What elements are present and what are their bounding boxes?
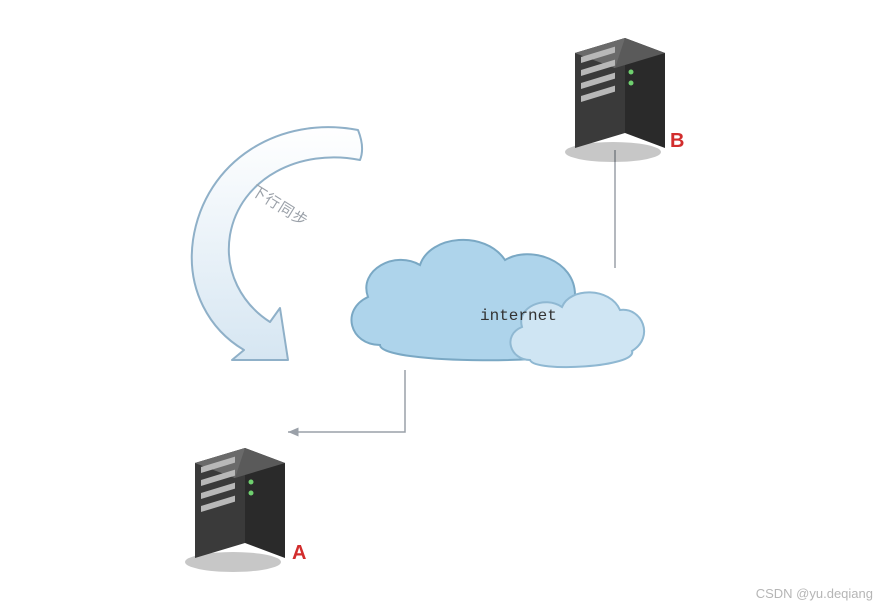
server-a-icon	[175, 430, 285, 560]
cloud-label: internet	[480, 307, 557, 325]
server-a-label: A	[292, 542, 306, 565]
diagram-canvas: 下行同步 internet	[0, 0, 883, 609]
watermark: CSDN @yu.deqiang	[756, 586, 873, 601]
server-b-icon	[555, 20, 665, 150]
server-b-label: B	[670, 130, 684, 153]
